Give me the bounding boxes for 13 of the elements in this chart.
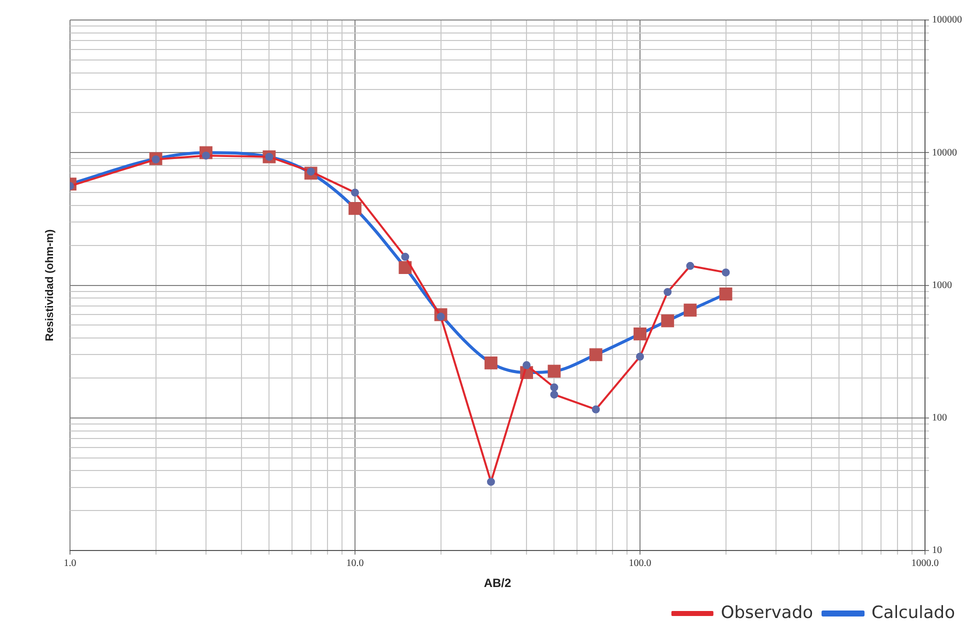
x-tick-label: 10.0 [346, 558, 364, 570]
legend-label: Observado [720, 602, 814, 623]
x-axis-title: AB/2 [484, 576, 512, 590]
x-tick-label: 100.0 [628, 558, 652, 570]
y-tick-label: 10000 [932, 147, 957, 158]
y-tick-label: 1000 [932, 280, 952, 291]
x-tick-label: 1000.0 [911, 558, 939, 570]
y-tick-label: 100 [932, 412, 947, 424]
y-tick-label: 100000 [932, 14, 962, 26]
legend-label: Calculado [872, 602, 956, 623]
y-axis-title: Resistividad (ohm-m) [44, 229, 56, 342]
x-tick-label: 1.0 [64, 558, 76, 570]
y-tick-label: 10 [932, 545, 942, 556]
